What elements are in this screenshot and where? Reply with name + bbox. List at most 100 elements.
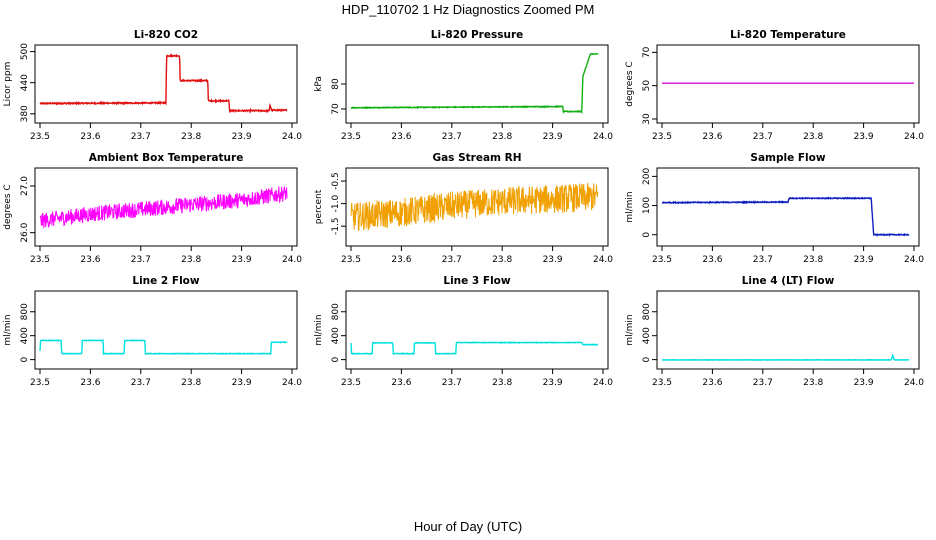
panel-1: Li-820 CO2 Licor ppm 23.5 23.6 23.7 23.8 23.9 2… xyxy=(3,29,302,142)
y-tick-label: -1.0 xyxy=(331,195,341,213)
x-tick-label: 23.5 xyxy=(30,255,50,265)
plot-frame xyxy=(34,167,298,247)
x-tick-label: 24.0 xyxy=(593,255,613,265)
y-tick-label: -0.5 xyxy=(331,172,341,190)
panel-title: Line 2 Flow xyxy=(132,275,199,287)
panel-title: Line 4 (LT) Flow xyxy=(742,275,835,287)
x-tick-label: 23.5 xyxy=(30,378,50,388)
x-tick-label: 24.0 xyxy=(904,132,924,142)
x-tick-label: 23.9 xyxy=(543,378,563,388)
y-tick-label: 50 xyxy=(642,80,652,92)
x-tick-label: 23.5 xyxy=(341,255,361,265)
y-axis-label: degrees C xyxy=(625,61,635,106)
x-tick-label: 23.7 xyxy=(753,378,773,388)
y-tick-label: 0 xyxy=(642,232,652,238)
y-tick-label: -1.5 xyxy=(331,217,341,235)
x-tick-label: 23.7 xyxy=(442,378,462,388)
plot-frame xyxy=(34,290,298,370)
x-tick-label: 24.0 xyxy=(282,132,302,142)
y-tick-label: 200 xyxy=(642,168,652,185)
panel-7: Line 2 Flow ml/min 23.5 23.6 23.7 23.8 23.9 24.… xyxy=(3,275,302,388)
x-tick-label: 23.9 xyxy=(232,255,252,265)
series-line xyxy=(661,196,910,237)
x-tick-label: 23.6 xyxy=(391,378,411,388)
y-tick-label: 26.0 xyxy=(20,222,30,242)
y-axis-label: ml/min xyxy=(314,314,324,345)
y-tick-label: 380 xyxy=(20,105,30,122)
y-axis-label: ml/min xyxy=(3,314,13,345)
x-tick-label: 23.9 xyxy=(543,255,563,265)
y-tick-label: 440 xyxy=(20,74,30,91)
x-tick-label: 23.6 xyxy=(702,255,722,265)
panel-4: Ambient Box Temperature degrees C 23.5 23.6… xyxy=(3,152,302,265)
y-axis-label: degrees C xyxy=(3,184,13,229)
series-line xyxy=(39,338,288,356)
y-tick-label: 800 xyxy=(642,303,652,320)
y-axis-label: ml/min xyxy=(625,314,635,345)
x-tick-label: 23.8 xyxy=(803,132,823,142)
panel-title: Li-820 Pressure xyxy=(431,29,524,41)
panel-title: Sample Flow xyxy=(750,152,825,164)
y-axis-label: percent xyxy=(314,189,324,224)
x-tick-label: 24.0 xyxy=(904,378,924,388)
x-tick-label: 23.7 xyxy=(131,132,151,142)
x-tick-label: 24.0 xyxy=(282,378,302,388)
x-tick-label: 23.8 xyxy=(492,132,512,142)
series-line xyxy=(39,186,288,229)
x-tick-label: 23.5 xyxy=(30,132,50,142)
panel-6: Sample Flow ml/min 23.5 23.6 23.7 23.8 23.9 24.… xyxy=(625,152,924,265)
x-tick-label: 23.7 xyxy=(753,132,773,142)
series-line xyxy=(350,341,599,356)
x-tick-label: 23.8 xyxy=(181,132,201,142)
plot-frame xyxy=(34,44,298,124)
y-tick-label: 100 xyxy=(642,197,652,214)
x-tick-label: 24.0 xyxy=(593,132,613,142)
x-tick-label: 23.5 xyxy=(652,378,672,388)
x-tick-label: 23.5 xyxy=(652,255,672,265)
y-tick-label: 0 xyxy=(331,356,341,362)
figure-title: HDP_110702 1 Hz Diagnostics Zoomed PM xyxy=(342,2,595,17)
plot-frame xyxy=(656,290,920,370)
x-tick-label: 23.7 xyxy=(131,255,151,265)
y-tick-label: 70 xyxy=(331,103,341,115)
x-tick-label: 23.6 xyxy=(702,378,722,388)
x-tick-label: 23.5 xyxy=(652,132,672,142)
x-tick-label: 23.9 xyxy=(543,132,563,142)
x-tick-label: 23.9 xyxy=(232,378,252,388)
x-tick-label: 23.6 xyxy=(80,132,100,142)
x-tick-label: 23.8 xyxy=(181,255,201,265)
plot-frame xyxy=(345,167,609,247)
x-tick-label: 23.7 xyxy=(753,255,773,265)
x-tick-label: 23.7 xyxy=(442,132,462,142)
x-tick-label: 23.7 xyxy=(442,255,462,265)
x-tick-label: 23.6 xyxy=(391,255,411,265)
y-tick-label: 400 xyxy=(20,327,30,344)
x-tick-label: 23.9 xyxy=(854,132,874,142)
x-tick-label: 23.7 xyxy=(131,378,151,388)
x-tick-label: 24.0 xyxy=(904,255,924,265)
x-tick-label: 24.0 xyxy=(282,255,302,265)
y-tick-label: 0 xyxy=(642,356,652,362)
x-tick-label: 23.8 xyxy=(492,378,512,388)
x-tick-label: 23.6 xyxy=(80,255,100,265)
x-tick-label: 23.6 xyxy=(391,132,411,142)
panel-3: Li-820 Temperature degrees C 23.5 23.6 23.7 2… xyxy=(625,29,924,142)
x-tick-label: 23.9 xyxy=(854,255,874,265)
plot-frame xyxy=(656,44,920,124)
plot-frame xyxy=(656,167,920,247)
y-tick-label: 800 xyxy=(20,303,30,320)
panel-8: Line 3 Flow ml/min 23.5 23.6 23.7 23.8 23.9 24.… xyxy=(314,275,613,388)
y-axis-label: Licor ppm xyxy=(3,62,13,107)
panel-title: Ambient Box Temperature xyxy=(89,152,244,164)
y-tick-label: 30 xyxy=(642,113,652,125)
y-tick-label: 70 xyxy=(642,46,652,58)
x-tick-label: 23.6 xyxy=(702,132,722,142)
y-tick-label: 0 xyxy=(20,356,30,362)
plot-frame xyxy=(345,290,609,370)
x-tick-label: 23.8 xyxy=(803,378,823,388)
series-line xyxy=(661,353,909,362)
series-line xyxy=(39,53,288,114)
y-tick-label: 400 xyxy=(642,327,652,344)
series-line xyxy=(350,182,599,231)
